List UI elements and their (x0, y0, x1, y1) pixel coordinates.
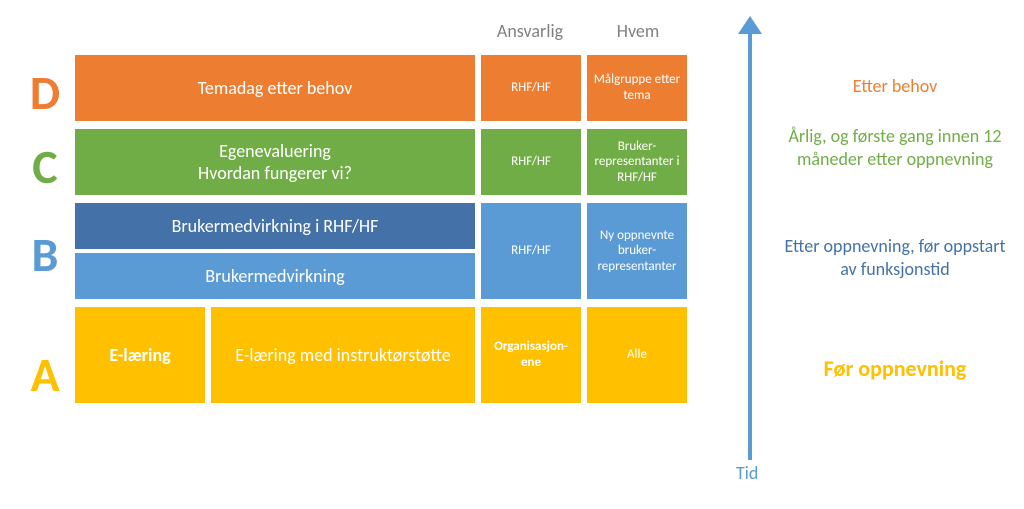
right-d: Etter behov (780, 75, 1010, 98)
row-b-main: Brukermedvirkning i RHF/HF Brukermedvirk… (75, 203, 475, 299)
row-c-l2: Hvordan fungerer vi? (198, 162, 352, 184)
arrow-shaft (748, 30, 752, 460)
right-b: Etter oppnevning, før oppstart av funksj… (780, 235, 1010, 280)
letter-b: B (20, 225, 70, 284)
row-a-main-right: E-læring med instruktørstøtte (211, 307, 475, 403)
diagram-container: Ansvarlig Hvem D C B A Temadag etter beh… (20, 20, 1004, 490)
row-a-main-left: E-læring (75, 307, 205, 403)
row-b: Brukermedvirkning i RHF/HF Brukermedvirk… (75, 203, 695, 299)
row-d-ansvarlig: RHF/HF (481, 55, 581, 121)
right-c: Årlig, og første gang innen 12 måneder e… (780, 125, 1010, 170)
row-a-hvem: Alle (587, 307, 687, 403)
row-b-main-bottom: Brukermedvirkning (75, 253, 475, 299)
row-b-main-top: Brukermedvirkning i RHF/HF (75, 203, 475, 249)
rows-area: Temadag etter behov RHF/HF Målgruppe ett… (75, 55, 695, 411)
row-d-main: Temadag etter behov (75, 55, 475, 121)
row-c-hvem: Bruker-representanter i RHF/HF (587, 129, 687, 195)
row-d-hvem: Målgruppe etter tema (587, 55, 687, 121)
row-c-l1: Egenevaluering (219, 140, 331, 162)
row-c-ansvarlig: RHF/HF (481, 129, 581, 195)
header-hvem: Hvem (588, 20, 688, 42)
time-arrow (730, 20, 770, 480)
column-headers: Ansvarlig Hvem (480, 20, 688, 42)
row-c-main: Egenevaluering Hvordan fungerer vi? (75, 129, 475, 195)
row-d: Temadag etter behov RHF/HF Målgruppe ett… (75, 55, 695, 121)
row-a: E-læring E-læring med instruktørstøtte O… (75, 307, 695, 403)
axis-label-tid: Tid (736, 462, 758, 484)
row-c: Egenevaluering Hvordan fungerer vi? RHF/… (75, 129, 695, 195)
row-a-main: E-læring E-læring med instruktørstøtte (75, 307, 475, 403)
row-a-ansvarlig: Organisasjon-ene (481, 307, 581, 403)
letter-c: C (20, 137, 70, 196)
row-b-ansvarlig: RHF/HF (481, 203, 581, 299)
row-b-hvem: Ny oppnevnte bruker-representanter (587, 203, 687, 299)
right-a: Før oppnevning (780, 355, 1010, 383)
header-ansvarlig: Ansvarlig (480, 20, 580, 42)
letter-a: A (20, 345, 70, 404)
row-c-main-text: Egenevaluering Hvordan fungerer vi? (198, 140, 352, 185)
letter-d: D (20, 63, 70, 122)
